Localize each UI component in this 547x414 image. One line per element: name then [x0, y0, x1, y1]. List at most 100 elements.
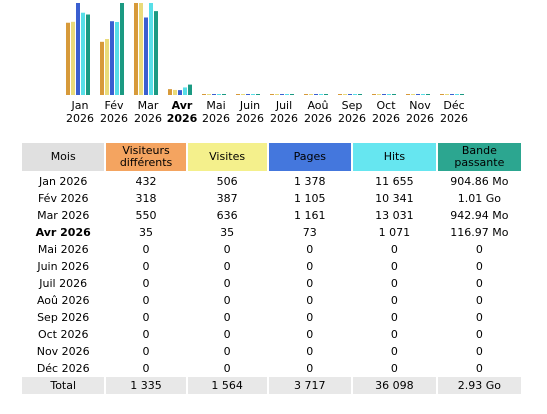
row-month: Nov 2026 — [36, 345, 90, 358]
bar-0-7 — [304, 94, 308, 95]
row-unique-visitors: 0 — [142, 311, 150, 324]
table-row: Aoû 2026 0 0 0 0 0 — [22, 292, 521, 309]
row-month: Aoû 2026 — [36, 294, 90, 307]
year-label: 2026 — [202, 112, 230, 125]
header-bandwidth: Bande passante — [437, 143, 521, 171]
monthly-history-table: Mois Visiteurs différents Visites Pages … — [20, 143, 523, 394]
table-row: Oct 2026 0 0 0 0 0 — [22, 326, 521, 343]
row-month: Oct 2026 — [37, 328, 89, 341]
bar-4-9 — [392, 94, 396, 95]
bar-1-8 — [343, 94, 347, 95]
month-label: Mai — [206, 99, 225, 112]
row-visits: 0 — [223, 277, 231, 290]
month-label: Jan — [71, 99, 89, 112]
monthly-history-chart: Jan 2026 Fév 2026 Mar 2026 Avr 2026 Mai 2026 Juin 2… — [0, 0, 547, 130]
row-bandwidth: 0 — [475, 277, 483, 290]
bar-1-4 — [207, 94, 211, 95]
row-hits: 0 — [390, 260, 398, 273]
row-unique-visitors: 0 — [142, 260, 150, 273]
header-month: Mois — [22, 143, 105, 171]
month-label: Nov — [409, 99, 431, 112]
bar-1-6 — [275, 94, 279, 95]
row-visits: 0 — [223, 294, 231, 307]
total-visits: 1 564 — [187, 377, 267, 394]
bar-3-11 — [455, 94, 459, 95]
header-pages: Pages — [268, 143, 352, 171]
month-label: Juil — [275, 99, 292, 112]
row-pages: 1 161 — [294, 209, 326, 222]
bar-0-6 — [270, 94, 274, 95]
year-label: 2026 — [304, 112, 332, 125]
table-row: Déc 2026 0 0 0 0 0 — [22, 360, 521, 377]
bar-4-2 — [154, 11, 158, 95]
bar-1-1 — [105, 39, 109, 95]
row-unique-visitors: 318 — [135, 192, 157, 205]
month-label: Oct — [376, 99, 396, 112]
row-bandwidth: 1.01 Go — [457, 192, 501, 205]
year-label: 2026 — [406, 112, 434, 125]
bar-2-4 — [212, 94, 216, 95]
row-pages: 0 — [306, 294, 314, 307]
table-row: Jan 2026 432 506 1 378 11 655 904.86 Mo — [22, 171, 521, 190]
bar-4-11 — [460, 94, 464, 95]
row-visits: 0 — [223, 260, 231, 273]
bar-1-10 — [411, 94, 415, 95]
row-visits: 506 — [216, 175, 238, 188]
bar-0-2 — [134, 3, 138, 95]
table-row: Juil 2026 0 0 0 0 0 — [22, 275, 521, 292]
bar-0-3 — [168, 89, 172, 95]
year-label: 2026 — [440, 112, 468, 125]
bar-2-7 — [314, 94, 318, 95]
row-visits: 0 — [223, 345, 231, 358]
row-month: Mar 2026 — [37, 209, 90, 222]
bar-2-3 — [178, 90, 182, 95]
table-header-row: Mois Visiteurs différents Visites Pages … — [22, 143, 521, 171]
row-visits: 35 — [220, 226, 235, 239]
bar-0-0 — [66, 22, 70, 95]
row-unique-visitors: 0 — [142, 277, 150, 290]
table-row: Mar 2026 550 636 1 161 13 031 942.94 Mo — [22, 207, 521, 224]
year-label: 2026 — [100, 112, 128, 125]
row-pages: 1 378 — [294, 175, 326, 188]
bar-2-10 — [416, 94, 420, 95]
bar-1-0 — [71, 21, 75, 95]
bar-4-1 — [120, 3, 124, 95]
total-label: Total — [22, 377, 105, 394]
bar-3-2 — [149, 3, 153, 95]
bar-3-10 — [421, 94, 425, 95]
year-label: 2026 — [372, 112, 400, 125]
row-pages: 0 — [306, 277, 314, 290]
row-pages: 0 — [306, 260, 314, 273]
header-hits: Hits — [353, 143, 436, 171]
month-label: Aoû — [307, 99, 328, 112]
month-label: Avr — [172, 99, 193, 112]
bar-2-6 — [280, 94, 284, 95]
row-month: Mai 2026 — [37, 243, 89, 256]
total-hits: 36 098 — [353, 377, 436, 394]
bar-2-0 — [76, 3, 80, 95]
row-unique-visitors: 550 — [135, 209, 157, 222]
row-bandwidth: 0 — [475, 345, 483, 358]
row-unique-visitors: 0 — [142, 243, 150, 256]
row-visits: 0 — [223, 243, 231, 256]
month-label: Fév — [104, 99, 123, 112]
row-bandwidth: 0 — [475, 294, 483, 307]
bar-0-4 — [202, 94, 206, 95]
bar-2-5 — [246, 94, 250, 95]
bar-2-9 — [382, 94, 386, 95]
row-hits: 0 — [390, 362, 398, 375]
bar-3-0 — [81, 12, 85, 95]
year-label: 2026 — [270, 112, 298, 125]
row-bandwidth: 942.94 Mo — [450, 209, 509, 222]
bar-0-5 — [236, 94, 240, 95]
bar-3-1 — [115, 21, 119, 95]
row-month: Juin 2026 — [37, 260, 90, 273]
row-hits: 10 341 — [375, 192, 414, 205]
bar-4-5 — [256, 94, 260, 95]
row-hits: 0 — [390, 311, 398, 324]
bar-0-11 — [440, 94, 444, 95]
row-pages: 0 — [306, 328, 314, 341]
month-label: Mar — [138, 99, 159, 112]
table-row: Sep 2026 0 0 0 0 0 — [22, 309, 521, 326]
table-row: Avr 2026 35 35 73 1 071 116.97 Mo — [22, 224, 521, 241]
